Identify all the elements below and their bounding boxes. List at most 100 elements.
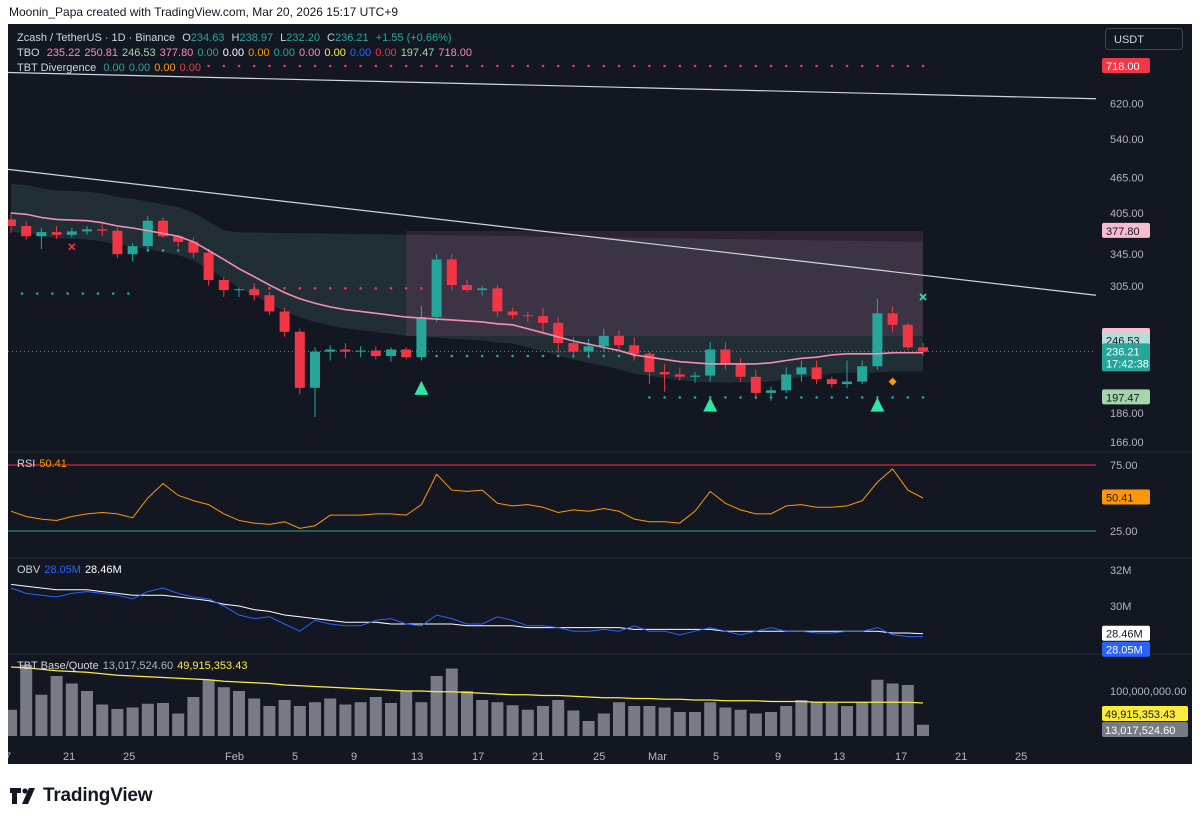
- tbo-value-1: 250.81: [84, 47, 118, 59]
- upper-trend-line: [8, 71, 1097, 100]
- time-axis-label: 5: [292, 751, 298, 763]
- candle-body: [522, 315, 533, 317]
- level-718-dot: [602, 64, 606, 68]
- symbol-name[interactable]: Zcash / TetherUS · 1D · Binance: [17, 32, 176, 44]
- support-dot: [800, 396, 803, 399]
- volume-bar: [217, 687, 230, 736]
- candle-body: [112, 230, 123, 255]
- last-price-text: 236.21: [1106, 346, 1140, 358]
- candle-body: [51, 232, 62, 235]
- volume-bar: [461, 691, 473, 736]
- support-dot: [708, 396, 712, 399]
- level-718-dot: [754, 64, 758, 68]
- volume-bar: [96, 704, 109, 736]
- volume-value: 13,017,524.60: [102, 660, 174, 672]
- time-axis-label: 13: [411, 751, 423, 763]
- support-dot: [496, 354, 499, 358]
- candle-body: [310, 351, 320, 388]
- rsi-axis-label: 25.00: [1110, 526, 1138, 538]
- price-axis-label: 620.00: [1110, 99, 1144, 111]
- volume-bar: [278, 700, 291, 736]
- resistance-dot: [374, 287, 378, 290]
- tbo-value-3: 377.80: [159, 47, 194, 59]
- volume-bar: [81, 691, 93, 736]
- resistance-dot: [268, 287, 271, 290]
- level-718-dot: [222, 64, 226, 68]
- rsi-label[interactable]: RSI: [17, 458, 36, 470]
- tbo-label[interactable]: TBO: [17, 47, 40, 59]
- volume-bar: [415, 702, 428, 736]
- support-dot: [450, 354, 454, 358]
- time-axis-label: 17: [472, 751, 484, 763]
- obv-label[interactable]: OBV: [17, 564, 41, 576]
- support-dot: [480, 354, 484, 358]
- volume-bar: [537, 706, 549, 736]
- volume-bar: [263, 706, 276, 736]
- chart-area[interactable]: 620.00 540.00 465.00 405.00 345.00 305.00 186.…: [8, 24, 1192, 764]
- time-axis-label: Feb: [225, 751, 244, 763]
- support-dot: [845, 396, 849, 399]
- candle-body: [583, 346, 594, 352]
- level-718-dot: [784, 64, 788, 68]
- level-718-dot: [617, 64, 621, 68]
- candle-body: [355, 350, 366, 352]
- candle-body: [614, 335, 624, 346]
- share-header: Moonin_Papa created with TradingView.com…: [0, 0, 1200, 24]
- level-718-dot: [420, 64, 423, 68]
- volume-bar: [597, 713, 610, 736]
- candle-body: [705, 349, 716, 376]
- pink-resistance-zone: [406, 230, 923, 337]
- level-718-dot: [359, 64, 362, 68]
- tbo-value-13: 718.00: [438, 47, 472, 59]
- volume-bar: [567, 710, 580, 736]
- volume-bar: [643, 706, 656, 736]
- price-label-box: [1102, 389, 1150, 405]
- time-axis-label: 7: [8, 751, 11, 763]
- tradingview-icon: [10, 788, 35, 804]
- support-dot: [876, 396, 879, 399]
- volume-bar: [187, 697, 200, 736]
- currency-button[interactable]: USDT: [1105, 28, 1183, 50]
- chart-canvas[interactable]: 620.00 540.00 465.00 405.00 345.00 305.00 186.…: [8, 24, 1192, 764]
- support-dot: [435, 354, 438, 358]
- volume-bar: [719, 707, 732, 736]
- price-label-box: [1102, 58, 1150, 73]
- candle-body: [416, 317, 427, 358]
- time-axis-label: 17: [895, 751, 907, 763]
- tbo-value-12: 197.47: [400, 47, 435, 59]
- tbo-value-5: 0.00: [222, 47, 245, 59]
- candle-body: [902, 324, 913, 348]
- time-axis-label: 13: [833, 751, 845, 763]
- level-718-dot: [298, 64, 302, 68]
- tbo-legend: TBO 235.22 250.81 246.53 377.80 0.00 0.00 0.00…: [17, 47, 476, 59]
- rsi-axis-label: 75.00: [1110, 460, 1138, 472]
- volume-bar: [445, 668, 458, 736]
- tbo-value-0: 235.22: [46, 47, 81, 59]
- time-axis-label: 5: [713, 751, 719, 763]
- volume-bar: [369, 697, 382, 736]
- candle-body: [477, 288, 488, 291]
- support-dot: [739, 396, 742, 399]
- bar-countdown: 17:42:38: [1106, 358, 1149, 370]
- volume-label[interactable]: TBT Base/Quote: [17, 660, 99, 672]
- candle-body: [826, 379, 837, 385]
- candle-body: [735, 363, 746, 377]
- divergence-label[interactable]: TBT Divergence: [17, 62, 97, 74]
- level-718-dot: [845, 64, 849, 68]
- volume-bar: [552, 700, 565, 736]
- candle-body: [21, 226, 32, 237]
- level-718-dot: [526, 64, 530, 68]
- time-axis-label: 21: [63, 751, 75, 763]
- level-718-dot: [541, 64, 545, 68]
- volume-value-text: 13,017,524.60: [1105, 725, 1175, 737]
- tbo-value-9: 0.00: [324, 47, 346, 59]
- tbo-value-7: 0.00: [273, 47, 295, 59]
- volume-bar: [126, 707, 139, 736]
- level-718-dot: [678, 64, 682, 68]
- volume-bar: [65, 683, 78, 736]
- candle-body: [629, 345, 640, 354]
- volume-bar: [658, 707, 671, 736]
- volume-bar: [795, 700, 808, 736]
- tradingview-logo[interactable]: TradingView: [10, 784, 153, 808]
- level-718-dot: [511, 64, 514, 68]
